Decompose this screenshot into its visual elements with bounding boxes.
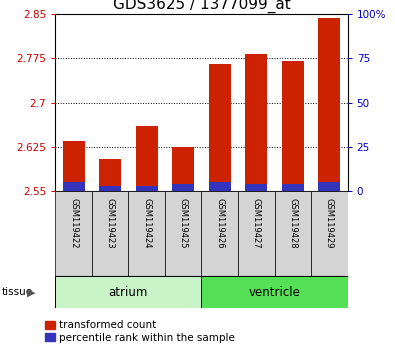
Text: GSM119427: GSM119427 xyxy=(252,198,261,249)
Bar xyxy=(136,126,158,191)
Text: GSM119429: GSM119429 xyxy=(325,198,334,249)
Bar xyxy=(318,182,340,191)
Text: GSM119424: GSM119424 xyxy=(142,198,151,249)
Bar xyxy=(165,191,201,276)
Text: tissue: tissue xyxy=(2,287,33,297)
Bar xyxy=(282,61,304,191)
Bar xyxy=(245,54,267,191)
Bar xyxy=(63,141,85,191)
Bar xyxy=(63,182,85,191)
Text: GSM119426: GSM119426 xyxy=(215,198,224,249)
Bar xyxy=(238,191,275,276)
Text: GSM119422: GSM119422 xyxy=(69,198,78,249)
Bar xyxy=(311,191,348,276)
Text: GSM119423: GSM119423 xyxy=(105,198,115,249)
Text: GSM119428: GSM119428 xyxy=(288,198,297,249)
Text: GSM119425: GSM119425 xyxy=(179,198,188,249)
Bar xyxy=(172,147,194,191)
Bar xyxy=(201,276,348,308)
Text: atrium: atrium xyxy=(109,286,148,298)
Legend: transformed count, percentile rank within the sample: transformed count, percentile rank withi… xyxy=(45,320,235,343)
Bar xyxy=(128,191,165,276)
Text: ▶: ▶ xyxy=(27,288,36,298)
Bar xyxy=(55,276,201,308)
Bar xyxy=(99,159,121,191)
Bar xyxy=(318,18,340,191)
Bar xyxy=(201,191,238,276)
Bar xyxy=(136,186,158,191)
Bar xyxy=(99,186,121,191)
Bar xyxy=(209,182,231,191)
Bar xyxy=(282,184,304,191)
Text: ventricle: ventricle xyxy=(248,286,301,298)
Bar xyxy=(172,184,194,191)
Bar xyxy=(92,191,128,276)
Bar xyxy=(245,184,267,191)
Bar xyxy=(55,191,92,276)
Title: GDS3625 / 1377099_at: GDS3625 / 1377099_at xyxy=(113,0,290,13)
Bar xyxy=(275,191,311,276)
Bar xyxy=(209,64,231,191)
